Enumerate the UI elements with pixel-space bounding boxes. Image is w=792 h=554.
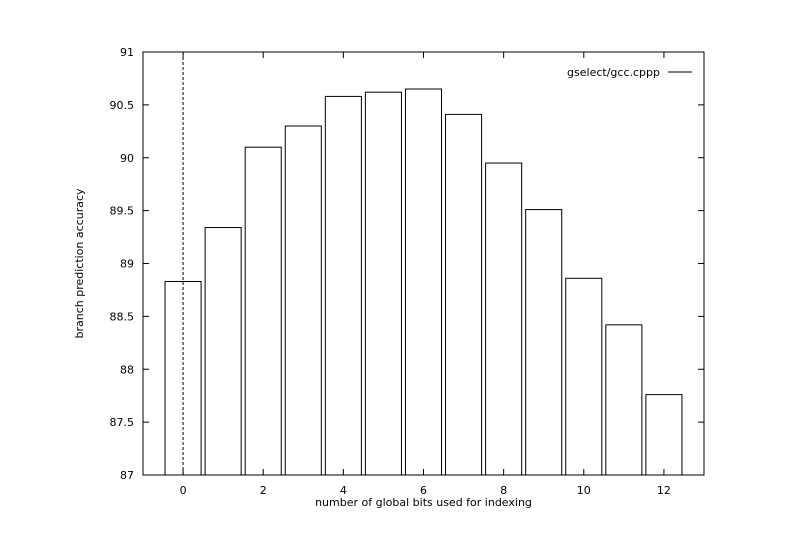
x-tick-label: 0 bbox=[180, 484, 187, 497]
bar bbox=[565, 277, 603, 476]
y-tick-label: 87 bbox=[120, 469, 134, 482]
x-tick-label: 10 bbox=[577, 484, 591, 497]
legend: gselect/gcc.cppp bbox=[567, 66, 692, 79]
y-tick-label: 90 bbox=[120, 152, 134, 165]
x-tick-label: 6 bbox=[420, 484, 427, 497]
y-tick-label: 91 bbox=[120, 46, 134, 59]
x-tick-label: 2 bbox=[260, 484, 267, 497]
bar bbox=[404, 88, 443, 476]
y-axis-label: branch prediction accuracy bbox=[73, 188, 86, 339]
x-tick-label: 4 bbox=[340, 484, 347, 497]
bar bbox=[525, 209, 563, 476]
bar bbox=[244, 146, 282, 476]
y-tick-label: 87.5 bbox=[110, 416, 135, 429]
bar bbox=[445, 113, 483, 476]
x-axis-ticks: 0 2 4 6 8 10 12 bbox=[180, 52, 671, 497]
x-tick-label: 12 bbox=[657, 484, 671, 497]
x-tick-label: 8 bbox=[500, 484, 507, 497]
bar bbox=[324, 95, 362, 476]
y-axis-ticks: 87 87.5 88 88.5 89 89.5 90 90.5 91 bbox=[110, 46, 704, 482]
y-tick-label: 89 bbox=[120, 258, 134, 271]
y-tick-label: 89.5 bbox=[110, 205, 135, 218]
y-tick-label: 88 bbox=[120, 363, 134, 376]
bars-group bbox=[164, 88, 683, 476]
bar bbox=[645, 394, 683, 476]
y-tick-label: 88.5 bbox=[110, 310, 135, 323]
bar bbox=[485, 162, 523, 476]
x-axis-label: number of global bits used for indexing bbox=[315, 496, 532, 509]
bar bbox=[364, 91, 402, 476]
bar bbox=[605, 324, 643, 476]
bar bbox=[284, 125, 322, 476]
y-tick-label: 90.5 bbox=[110, 99, 135, 112]
bar bbox=[204, 227, 242, 476]
legend-label: gselect/gcc.cppp bbox=[567, 66, 660, 79]
